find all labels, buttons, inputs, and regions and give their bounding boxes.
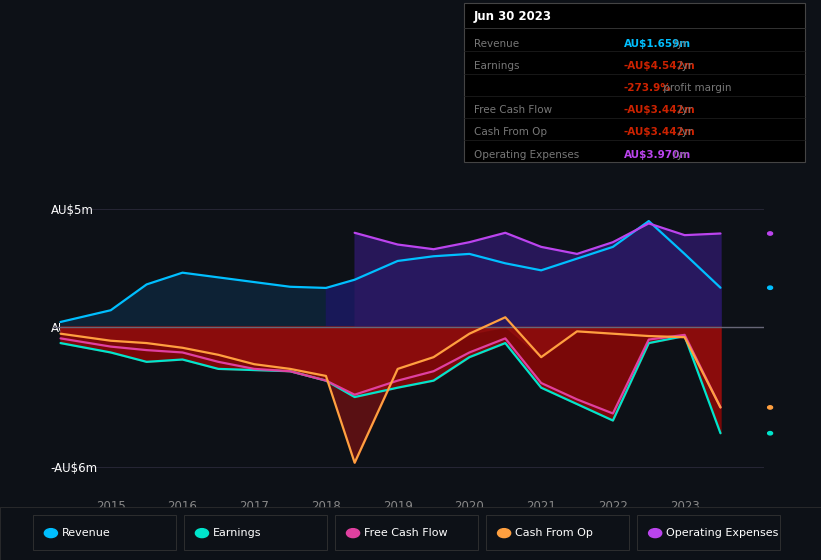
Text: Cash From Op: Cash From Op	[474, 128, 547, 137]
Text: -AU$3.442m: -AU$3.442m	[624, 105, 695, 115]
Text: Jun 30 2023: Jun 30 2023	[474, 10, 552, 23]
Text: Earnings: Earnings	[213, 528, 261, 538]
Text: /yr: /yr	[670, 39, 687, 49]
Text: profit margin: profit margin	[659, 83, 731, 93]
Text: /yr: /yr	[675, 105, 692, 115]
Text: Cash From Op: Cash From Op	[515, 528, 593, 538]
Text: Operating Expenses: Operating Expenses	[474, 150, 579, 160]
Text: Operating Expenses: Operating Expenses	[666, 528, 778, 538]
Text: Free Cash Flow: Free Cash Flow	[364, 528, 447, 538]
Text: Free Cash Flow: Free Cash Flow	[474, 105, 552, 115]
Text: Revenue: Revenue	[62, 528, 110, 538]
Text: /yr: /yr	[670, 150, 687, 160]
Text: AU$3.970m: AU$3.970m	[624, 150, 691, 160]
Text: Earnings: Earnings	[474, 61, 519, 71]
Text: AU$1.659m: AU$1.659m	[624, 39, 691, 49]
Text: /yr: /yr	[675, 61, 692, 71]
Text: -AU$4.542m: -AU$4.542m	[624, 61, 695, 71]
Text: -AU$3.442m: -AU$3.442m	[624, 128, 695, 137]
Text: /yr: /yr	[675, 128, 692, 137]
Text: Revenue: Revenue	[474, 39, 519, 49]
Text: -273.9%: -273.9%	[624, 83, 672, 93]
